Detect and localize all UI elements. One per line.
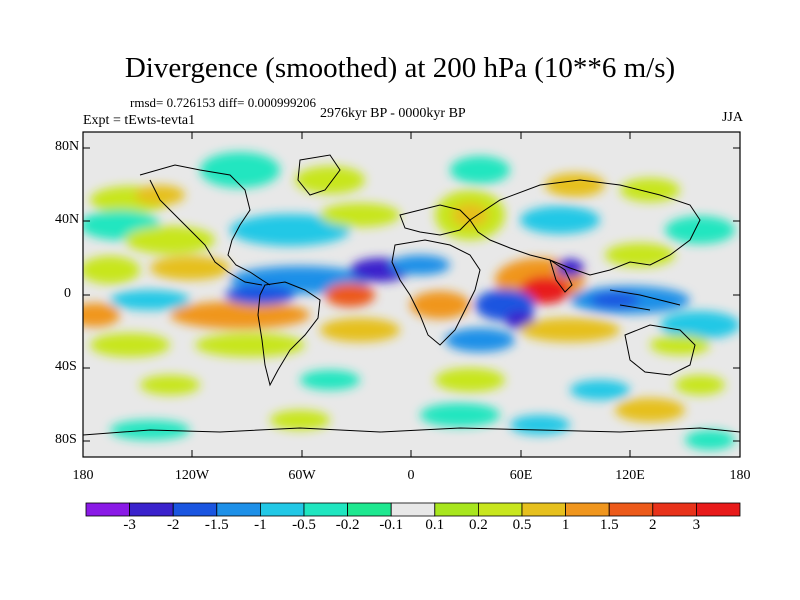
- cb-box-10: [521, 502, 566, 517]
- lat-label: 80S: [55, 432, 77, 447]
- colorbar-label: -0.5: [292, 517, 316, 533]
- colorbar-label: -0.2: [335, 517, 360, 533]
- colorbar-label: 2: [649, 517, 657, 533]
- cb-box-3: [216, 502, 261, 517]
- lon-label: 60E: [509, 468, 533, 483]
- cb-box-7: [390, 502, 436, 517]
- cb-box-6: [347, 502, 392, 517]
- colorbar-label: -1: [254, 517, 267, 533]
- cb-box-14: [696, 502, 741, 517]
- lat-label: 80N: [55, 139, 80, 154]
- lat-label: 0: [64, 286, 71, 301]
- plot-title: Divergence (smoothed) at 200 hPa (10**6 …: [124, 52, 676, 84]
- colorbar: [85, 502, 741, 517]
- colorbar-label: 1.5: [599, 517, 619, 533]
- colorbar-label: 3: [692, 517, 701, 533]
- colorbar-label: 0.5: [512, 517, 532, 533]
- divergence-field: [83, 132, 740, 457]
- cb-box-8: [434, 502, 479, 517]
- axis-ticks: [83, 132, 740, 457]
- colorbar-label: 0.2: [469, 517, 488, 533]
- lon-label: 120E: [615, 468, 645, 483]
- lon-label: 180: [729, 468, 751, 483]
- cb-box-11: [565, 502, 610, 517]
- lat-label: 40N: [55, 212, 80, 227]
- colorbar-label: -0.1: [379, 517, 404, 533]
- experiment-label: Expt = tEwts-tevta1: [83, 113, 196, 128]
- coastlines: [83, 154, 740, 436]
- colorbar-label: -3: [123, 517, 136, 533]
- lon-label: 0: [407, 468, 415, 483]
- lat-label: 40S: [55, 359, 77, 374]
- season-label: JJA: [721, 110, 743, 125]
- stats-line: rmsd= 0.726153 diff= 0.000999206: [130, 95, 316, 110]
- cb-box-12: [608, 502, 654, 517]
- period-label: 2976kyr BP - 0000kyr BP: [320, 106, 466, 121]
- lon-label: 60W: [288, 468, 316, 483]
- cb-box-2: [172, 502, 218, 517]
- cb-box-1: [129, 502, 174, 517]
- cb-box-9: [477, 502, 523, 517]
- colorbar-label: 1: [561, 517, 570, 533]
- cb-box-4: [259, 502, 305, 517]
- cb-box-13: [652, 502, 697, 517]
- colorbar-label: 0.1: [425, 517, 445, 533]
- cb-box-0: [85, 502, 130, 517]
- lon-label: 180: [72, 468, 94, 483]
- cb-box-5: [303, 502, 348, 517]
- colorbar-label: -2: [166, 517, 180, 533]
- lon-label: 120W: [174, 468, 210, 483]
- colorbar-label: -1.5: [204, 517, 229, 533]
